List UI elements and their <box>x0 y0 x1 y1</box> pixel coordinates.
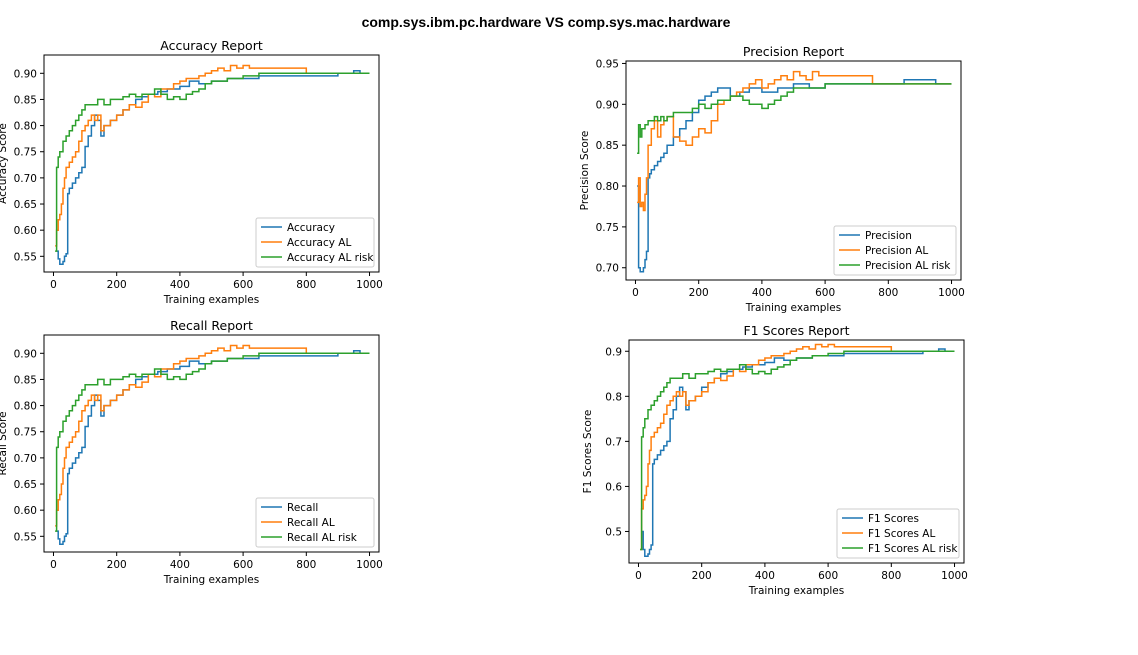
y-tick-label: 0.55 <box>14 251 37 263</box>
x-tick-label: 600 <box>233 279 253 291</box>
y-tick-label: 0.60 <box>14 225 37 237</box>
y-tick-label: 0.95 <box>596 58 619 70</box>
y-tick-label: 0.90 <box>14 68 37 80</box>
y-tick-label: 0.75 <box>596 222 619 234</box>
y-tick-label: 0.9 <box>605 346 622 358</box>
x-tick-label: 200 <box>692 570 712 582</box>
x-axis-label: Training examples <box>748 585 844 597</box>
x-tick-label: 800 <box>881 570 901 582</box>
series-line-green <box>55 352 370 532</box>
y-tick-label: 0.65 <box>14 479 37 491</box>
legend-box <box>836 508 960 559</box>
y-tick-label: 0.7 <box>605 436 622 448</box>
x-tick-label: 1000 <box>356 279 383 291</box>
y-tick-label: 0.75 <box>14 147 37 159</box>
x-tick-label: 1000 <box>356 559 383 571</box>
legend-box <box>255 217 375 268</box>
x-tick-label: 600 <box>233 559 253 571</box>
legend-label: F1 Scores <box>868 513 919 525</box>
y-tick-label: 0.70 <box>14 453 37 465</box>
legend-label: Precision <box>865 230 912 242</box>
series-line-green <box>637 83 952 155</box>
y-tick-label: 0.65 <box>14 199 37 211</box>
chart-title: Accuracy Report <box>160 38 263 53</box>
y-tick-label: 0.80 <box>14 401 37 413</box>
legend-label: F1 Scores AL risk <box>868 543 958 555</box>
x-tick-label: 1000 <box>938 287 965 299</box>
x-tick-label: 800 <box>878 287 898 299</box>
y-tick-label: 0.70 <box>14 173 37 185</box>
x-tick-label: 400 <box>170 279 190 291</box>
y-tick-label: 0.6 <box>605 481 622 493</box>
x-tick-label: 800 <box>296 559 316 571</box>
y-tick-label: 0.60 <box>14 505 37 517</box>
y-tick-label: 0.90 <box>596 99 619 111</box>
y-axis-label: Precision Score <box>579 131 591 211</box>
y-tick-label: 0.75 <box>14 427 37 439</box>
x-tick-label: 400 <box>170 559 190 571</box>
y-tick-label: 0.80 <box>14 121 37 133</box>
y-tick-label: 0.90 <box>14 348 37 360</box>
plot-frame <box>625 60 962 281</box>
y-tick-label: 0.5 <box>605 526 622 538</box>
x-tick-label: 200 <box>107 559 127 571</box>
x-tick-label: 400 <box>755 570 775 582</box>
y-tick-label: 0.85 <box>596 140 619 152</box>
x-tick-label: 600 <box>815 287 835 299</box>
legend-label: Precision AL <box>865 245 928 257</box>
chart-title: Recall Report <box>170 318 253 333</box>
plot-frame <box>628 339 965 564</box>
x-tick-label: 200 <box>689 287 709 299</box>
y-tick-label: 0.85 <box>14 94 37 106</box>
legend-label: Accuracy AL risk <box>287 252 374 264</box>
chart-title: Precision Report <box>743 44 844 59</box>
legend-box <box>255 497 375 548</box>
x-tick-label: 0 <box>632 287 639 299</box>
chart-title: F1 Scores Report <box>743 323 849 338</box>
series-line-green <box>55 72 370 252</box>
legend-label: Recall AL <box>287 517 335 529</box>
legend-box <box>833 225 957 276</box>
plot-frame <box>43 54 380 273</box>
x-tick-label: 1000 <box>941 570 968 582</box>
figure-suptitle: comp.sys.ibm.pc.hardware VS comp.sys.mac… <box>361 14 731 30</box>
series-line-orange <box>55 64 370 247</box>
x-axis-label: Training examples <box>745 302 841 314</box>
x-tick-label: 600 <box>818 570 838 582</box>
y-tick-label: 0.80 <box>596 181 619 193</box>
plot-frame <box>43 334 380 553</box>
x-tick-label: 0 <box>635 570 642 582</box>
legend-label: Precision AL risk <box>865 260 951 272</box>
legend-label: Recall AL risk <box>287 532 358 544</box>
y-axis-label: Accuracy Score <box>0 123 9 204</box>
legend-label: Accuracy AL <box>287 237 351 249</box>
y-tick-label: 0.8 <box>605 391 622 403</box>
series-line-orange <box>640 343 955 551</box>
legend-label: Recall <box>287 502 318 514</box>
x-axis-label: Training examples <box>163 574 259 586</box>
x-tick-label: 800 <box>296 279 316 291</box>
y-axis-label: F1 Scores Score <box>582 410 594 494</box>
legend-label: Accuracy <box>287 222 335 234</box>
y-tick-label: 0.70 <box>596 263 619 275</box>
y-tick-label: 0.85 <box>14 374 37 386</box>
x-axis-label: Training examples <box>163 294 259 306</box>
y-tick-label: 0.55 <box>14 531 37 543</box>
series-line-green <box>640 350 955 551</box>
y-axis-label: Recall Score <box>0 411 9 475</box>
x-tick-label: 0 <box>50 279 57 291</box>
legend-label: F1 Scores AL <box>868 528 935 540</box>
x-tick-label: 0 <box>50 559 57 571</box>
x-tick-label: 200 <box>107 279 127 291</box>
x-tick-label: 400 <box>752 287 772 299</box>
series-line-orange <box>55 344 370 527</box>
